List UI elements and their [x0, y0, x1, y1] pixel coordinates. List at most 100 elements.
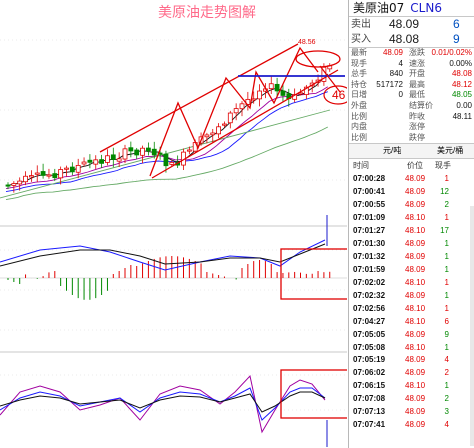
tick-row[interactable]: 07:02:56 48.10 1 — [349, 303, 474, 316]
tick-row[interactable]: 07:07:13 48.09 3 — [349, 406, 474, 419]
ticks-header-vol: 现手 — [435, 161, 451, 171]
bid-row[interactable]: 买入 48.08 9 — [349, 32, 474, 47]
candle — [251, 98, 257, 101]
candle — [151, 148, 157, 156]
tick-volume: 12 — [440, 187, 449, 197]
highlight-box — [280, 369, 347, 419]
tick-row[interactable]: 07:01:32 48.09 1 — [349, 251, 474, 264]
ask-label: 卖出 — [351, 19, 371, 30]
tick-row[interactable]: 07:06:02 48.09 2 — [349, 367, 474, 380]
candle — [239, 103, 245, 110]
stat-value: 0 — [398, 90, 403, 100]
candle — [216, 126, 222, 135]
stat-row: 比例 跌停 — [349, 133, 474, 144]
tick-volume: 2 — [444, 200, 449, 210]
stat-value: 48.09 — [382, 48, 403, 57]
stat-value: 48.05 — [451, 90, 472, 100]
stat-label: 昨收 — [409, 111, 425, 121]
tick-row[interactable]: 07:00:28 48.09 1 — [349, 173, 474, 186]
stat-value: 4 — [398, 58, 403, 68]
tick-volume: 1 — [444, 174, 449, 184]
tick-row[interactable]: 07:05:19 48.09 4 — [349, 354, 474, 367]
instrument-code: CLN6 — [410, 1, 442, 15]
peak-label: 48.56 — [298, 39, 316, 46]
stat-row: 持仓 517172 最高 48.12 — [349, 80, 474, 91]
stat-label: 最新 — [351, 48, 367, 57]
stat-value: 48.12 — [451, 79, 472, 89]
stat-row: 日增 0 最低 48.05 — [349, 90, 474, 101]
tick-price: 48.09 — [405, 174, 426, 184]
ticks-scrollbar[interactable] — [470, 206, 474, 446]
ticks-list[interactable]: 07:00:28 48.09 1 07:00:41 48.09 12 07:00:55 48.… — [349, 173, 474, 432]
stat-label: 最低 — [409, 90, 425, 100]
tick-volume: 1 — [444, 290, 449, 300]
stat-row: 最新 48.09 涨跌 0.01/0.02% — [349, 48, 474, 59]
stat-label: 结算价 — [409, 100, 433, 110]
tick-row[interactable]: 07:01:09 48.10 1 — [349, 212, 474, 225]
kdj-k-line — [0, 387, 326, 421]
tick-price: 48.09 — [405, 407, 426, 417]
candle — [40, 171, 46, 176]
quote-stats: 最新 48.09 涨跌 0.01/0.02% 现手 4 速涨 0.00% 总手 840 开盘 48.0… — [349, 47, 474, 143]
tick-price: 48.09 — [405, 355, 426, 365]
candle — [257, 90, 262, 100]
stat-label: 日增 — [351, 90, 367, 100]
tick-row[interactable]: 07:05:05 48.09 9 — [349, 329, 474, 342]
tick-row[interactable]: 07:06:15 48.10 1 — [349, 380, 474, 393]
tick-row[interactable]: 07:01:30 48.09 1 — [349, 238, 474, 251]
tick-volume: 1 — [444, 342, 449, 352]
arrow-label: 46 — [332, 88, 346, 102]
stat-label: 涨停 — [409, 122, 425, 132]
candle — [233, 108, 239, 114]
candle — [303, 86, 309, 96]
tick-row[interactable]: 07:04:27 48.10 6 — [349, 316, 474, 329]
candle — [58, 169, 64, 179]
bid-ask: 卖出 48.09 6 买入 48.08 9 — [349, 17, 474, 47]
candle — [134, 149, 140, 156]
tick-time: 07:02:32 — [353, 290, 386, 300]
highlight-box — [280, 248, 347, 300]
tick-time: 07:06:15 — [353, 381, 386, 391]
tick-volume: 3 — [444, 407, 449, 417]
tick-row[interactable]: 07:02:32 48.09 1 — [349, 290, 474, 303]
stat-label: 总手 — [351, 69, 367, 79]
tick-time: 07:04:27 — [353, 316, 386, 326]
tick-time: 07:01:32 — [353, 251, 386, 261]
stat-value: 0.00 — [456, 100, 472, 110]
tick-price: 48.09 — [405, 187, 426, 197]
candle — [105, 155, 110, 163]
stat-value: 517172 — [376, 79, 403, 89]
highlight-ellipse — [323, 85, 347, 105]
ask-row[interactable]: 卖出 48.09 6 — [349, 17, 474, 32]
instrument-name: 美原油07 — [353, 1, 405, 15]
macd-dea-line — [0, 243, 326, 267]
tick-row[interactable]: 07:07:41 48.09 4 — [349, 419, 474, 432]
tick-price: 48.10 — [405, 381, 426, 391]
instrument-title: 美原油07 CLN6 — [349, 0, 474, 17]
tick-row[interactable]: 07:00:55 48.09 2 — [349, 199, 474, 212]
tick-volume: 1 — [444, 303, 449, 313]
tick-price: 48.09 — [405, 264, 426, 274]
tick-row[interactable]: 07:05:08 48.10 1 — [349, 342, 474, 355]
candle — [5, 184, 11, 187]
candle — [140, 147, 145, 156]
tick-row[interactable]: 07:07:08 48.09 2 — [349, 393, 474, 406]
quote-panel: 美原油07 CLN6 卖出 48.09 6 买入 48.08 9 最新 48.09 涨… — [348, 0, 474, 448]
tick-volume: 2 — [444, 394, 449, 404]
stat-label: 开盘 — [409, 69, 425, 79]
unit-tab-yuan[interactable]: 元/吨 — [383, 146, 402, 156]
chart-area[interactable]: 48.56 46 美原油走势图解 — [0, 0, 347, 448]
unit-tab-usd[interactable]: 美元/桶 — [437, 146, 464, 156]
tick-volume: 2 — [444, 368, 449, 378]
stat-value: 840 — [389, 69, 403, 79]
tick-price: 48.10 — [405, 277, 426, 287]
tick-row[interactable]: 07:01:27 48.10 17 — [349, 225, 474, 238]
tick-row[interactable]: 07:02:02 48.10 1 — [349, 277, 474, 290]
tick-row[interactable]: 07:01:59 48.09 1 — [349, 264, 474, 277]
stat-value: 48.08 — [451, 69, 472, 79]
candle — [186, 149, 192, 152]
tick-row[interactable]: 07:00:41 48.09 12 — [349, 186, 474, 199]
candle — [280, 90, 286, 96]
stat-label: 比例 — [351, 111, 367, 121]
kline-chart[interactable]: 48.56 46 — [0, 0, 347, 448]
